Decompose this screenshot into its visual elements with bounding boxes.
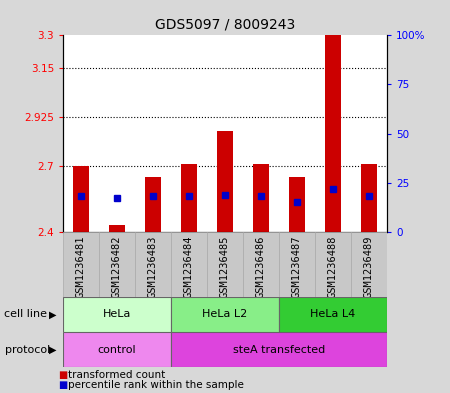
Text: cell line: cell line [4,309,48,320]
Text: HeLa L2: HeLa L2 [202,309,248,320]
Bar [73,166,89,232]
Bar [279,232,315,297]
Text: ▶: ▶ [49,309,56,320]
Bar [171,232,207,297]
Text: GSM1236488: GSM1236488 [328,235,338,298]
Bar [181,164,197,232]
Text: HeLa: HeLa [103,309,131,320]
Text: ■: ■ [58,380,68,390]
FancyBboxPatch shape [63,332,171,367]
Bar [99,232,135,297]
FancyBboxPatch shape [63,297,171,332]
FancyBboxPatch shape [171,297,279,332]
Bar [207,232,243,297]
Text: GSM1236483: GSM1236483 [148,235,158,298]
Text: GSM1236487: GSM1236487 [292,235,302,298]
Bar [315,232,351,297]
Text: transformed count: transformed count [68,370,165,380]
Text: GSM1236486: GSM1236486 [256,235,266,298]
Text: GSM1236481: GSM1236481 [76,235,86,298]
Bar [253,164,269,232]
Bar [135,232,171,297]
Text: GSM1236484: GSM1236484 [184,235,194,298]
Title: GDS5097 / 8009243: GDS5097 / 8009243 [155,17,295,31]
Bar [289,177,305,232]
Text: control: control [98,345,136,355]
FancyBboxPatch shape [171,332,387,367]
Text: HeLa L4: HeLa L4 [310,309,356,320]
Bar [145,177,161,232]
Text: protocol: protocol [4,345,50,355]
Text: GSM1236489: GSM1236489 [364,235,374,298]
Bar [109,225,125,232]
Text: steA transfected: steA transfected [233,345,325,355]
Text: percentile rank within the sample: percentile rank within the sample [68,380,243,390]
Text: ■: ■ [58,370,68,380]
Text: ▶: ▶ [49,345,56,355]
Bar [63,232,99,297]
Text: GSM1236482: GSM1236482 [112,235,122,298]
Bar [243,232,279,297]
Text: GSM1236485: GSM1236485 [220,235,230,298]
FancyBboxPatch shape [279,297,387,332]
Bar [325,35,341,232]
Bar [217,131,233,232]
Bar [361,164,377,232]
Bar [351,232,387,297]
